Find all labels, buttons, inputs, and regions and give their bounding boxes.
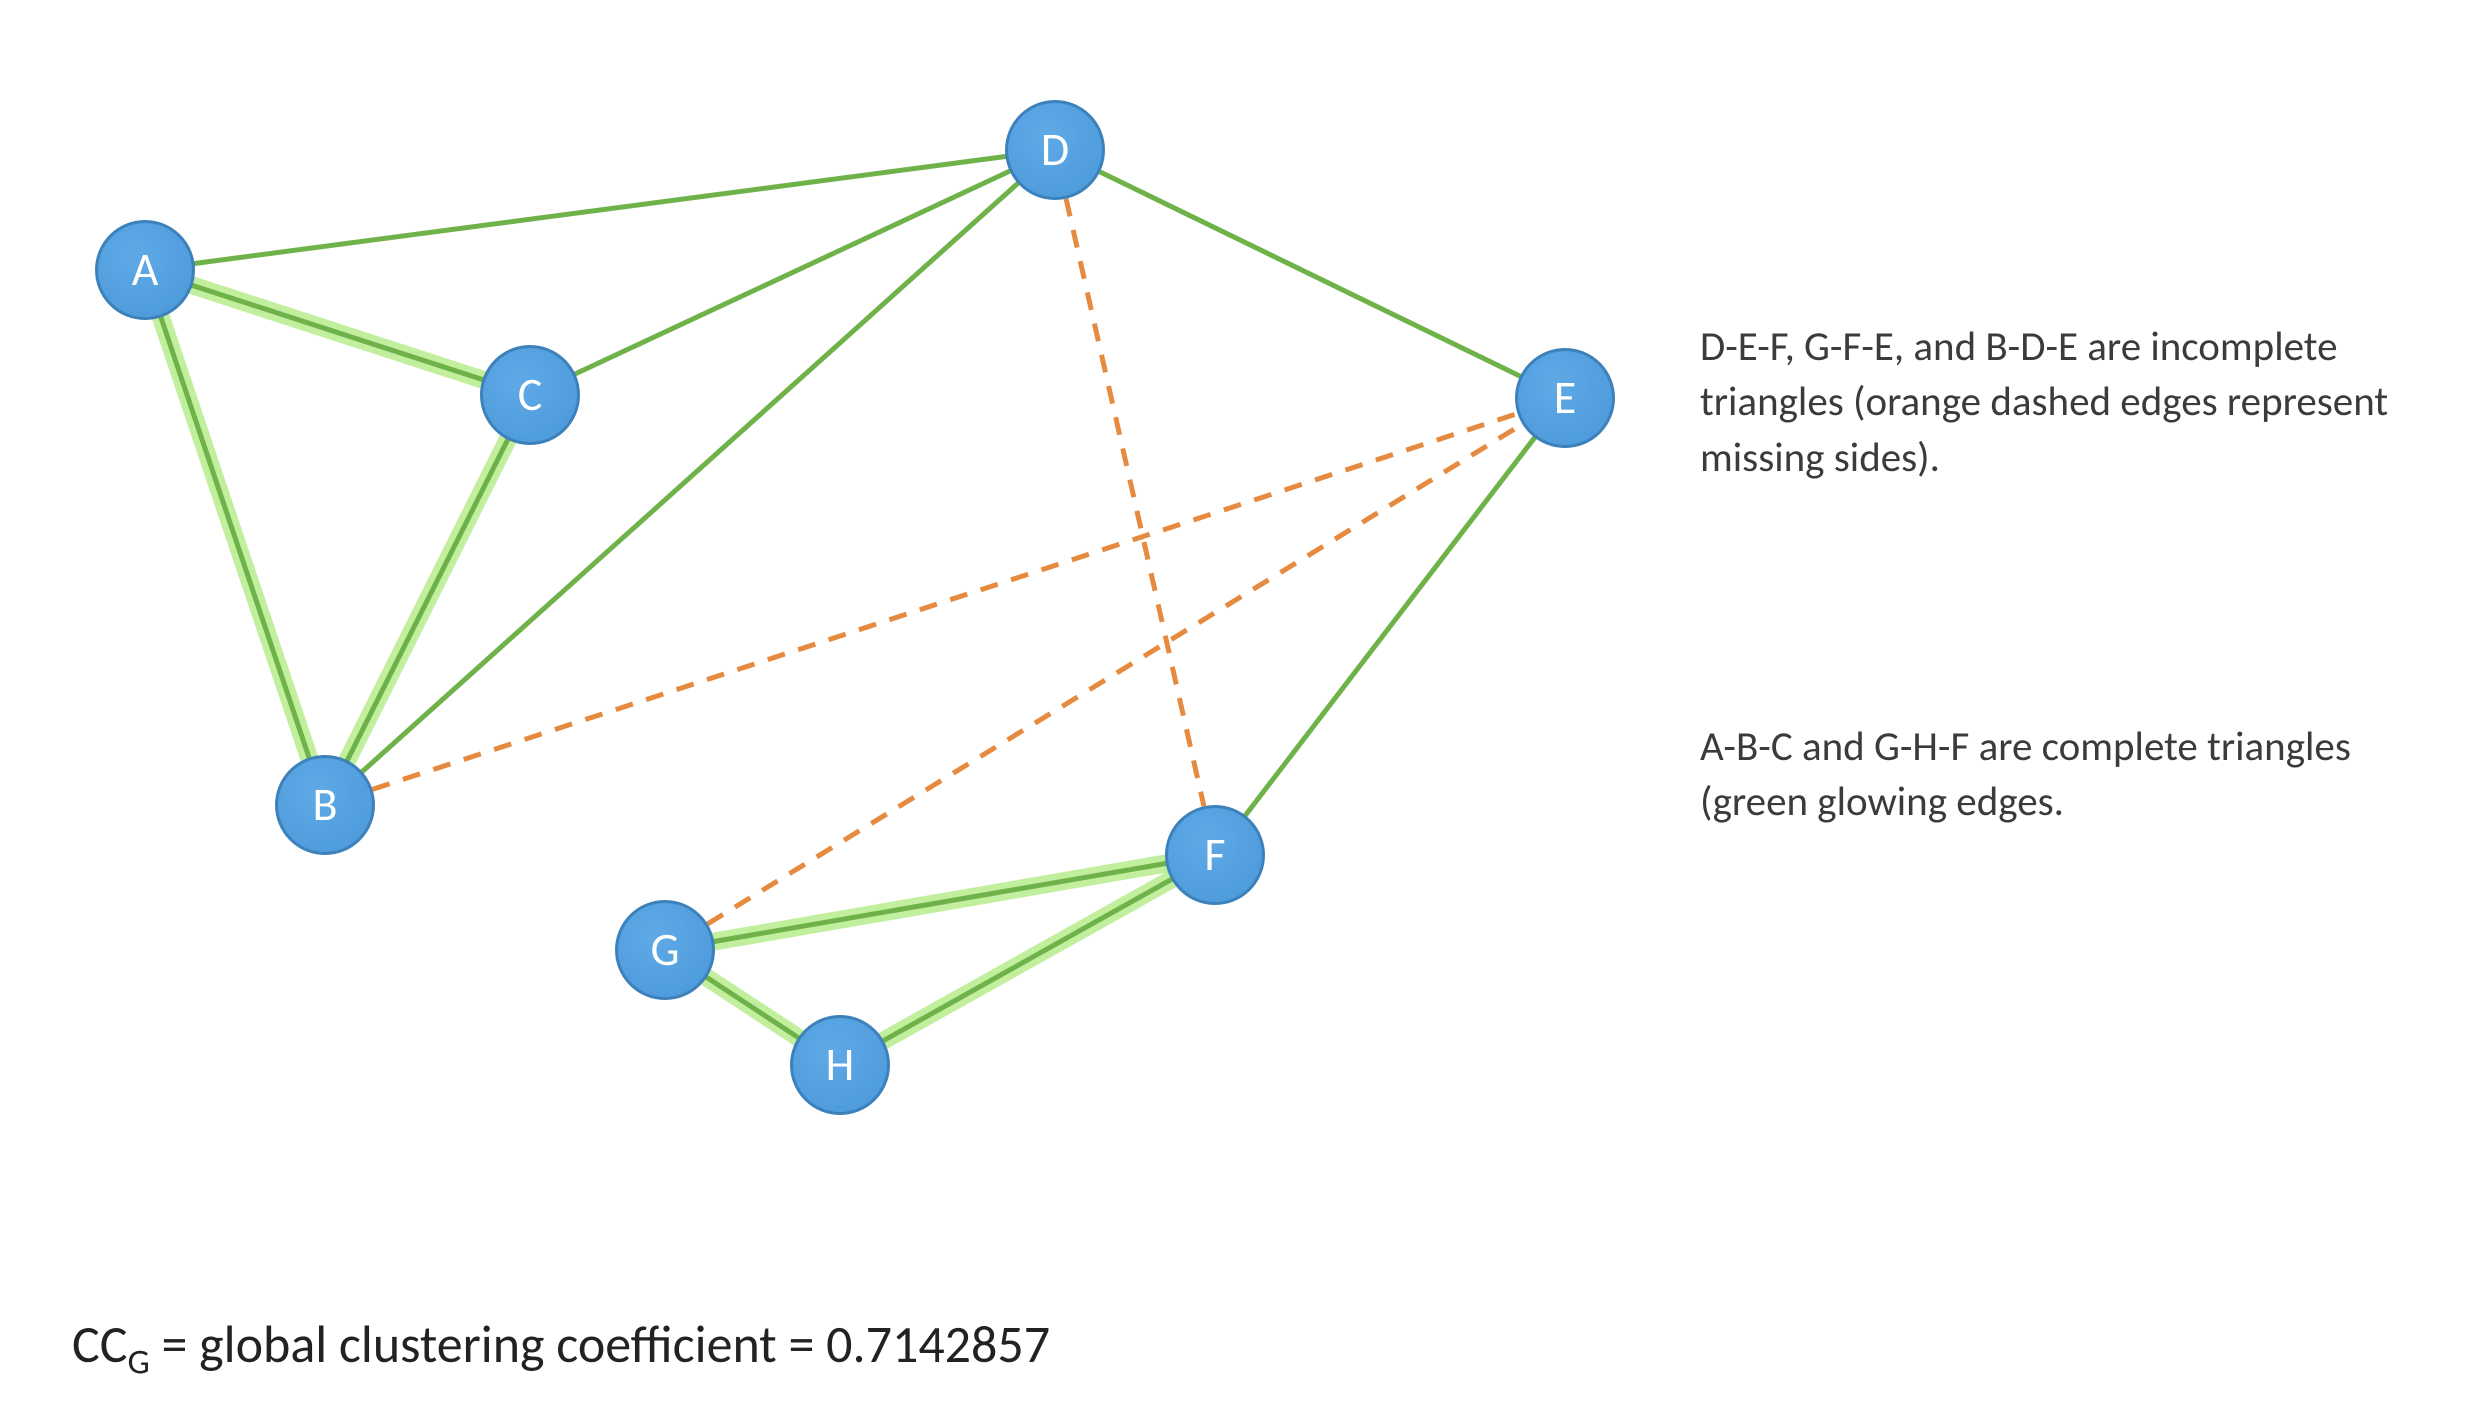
node-label-H: H (826, 1037, 855, 1093)
clustering-coefficient-formula: CCG = global clustering coefficient = 0.… (72, 1312, 1050, 1383)
node-label-E: E (1554, 370, 1576, 426)
edge-A-D (195, 157, 1006, 264)
dashed-edge-D-F (1066, 199, 1204, 806)
formula-rest: = global clustering coefficient = 0.7142… (150, 1312, 1050, 1376)
dashed-edge-B-E (373, 414, 1518, 790)
formula-prefix: CC (72, 1312, 127, 1376)
node-C: C (480, 345, 580, 445)
node-D: D (1005, 100, 1105, 200)
node-label-C: C (518, 367, 543, 423)
edge-G-H (707, 977, 798, 1037)
edge-C-D (575, 171, 1009, 374)
graph-svg (0, 0, 2471, 1406)
edge-E-F (1245, 438, 1534, 816)
node-F: F (1165, 805, 1265, 905)
edge-A-B (161, 317, 309, 757)
node-label-F: F (1204, 827, 1225, 883)
annotation-complete-triangles: A-B-C and G-H-F are complete triangles (… (1700, 720, 2390, 831)
node-A: A (95, 220, 195, 320)
annotation-incomplete-triangles: D-E-F, G-F-E, and B-D-E are incomplete t… (1700, 320, 2390, 486)
diagram-canvas: A B C D E F G H (0, 0, 2471, 1406)
node-G: G (615, 900, 715, 1000)
node-B: B (275, 755, 375, 855)
edge-A-C (193, 285, 483, 379)
dashed-edge-G-E (708, 424, 1523, 924)
node-E: E (1515, 348, 1615, 448)
annotation-text-2: A-B-C and G-H-F are complete triangles (… (1700, 722, 2351, 827)
node-H: H (790, 1015, 890, 1115)
formula-subscript: G (127, 1340, 149, 1383)
node-label-G: G (650, 922, 679, 978)
node-label-B: B (312, 777, 337, 833)
node-label-D: D (1041, 122, 1069, 178)
edge-D-E (1100, 172, 1520, 376)
node-label-A: A (132, 242, 159, 298)
annotation-text-1: D-E-F, G-F-E, and B-D-E are incomplete t… (1700, 322, 2388, 483)
